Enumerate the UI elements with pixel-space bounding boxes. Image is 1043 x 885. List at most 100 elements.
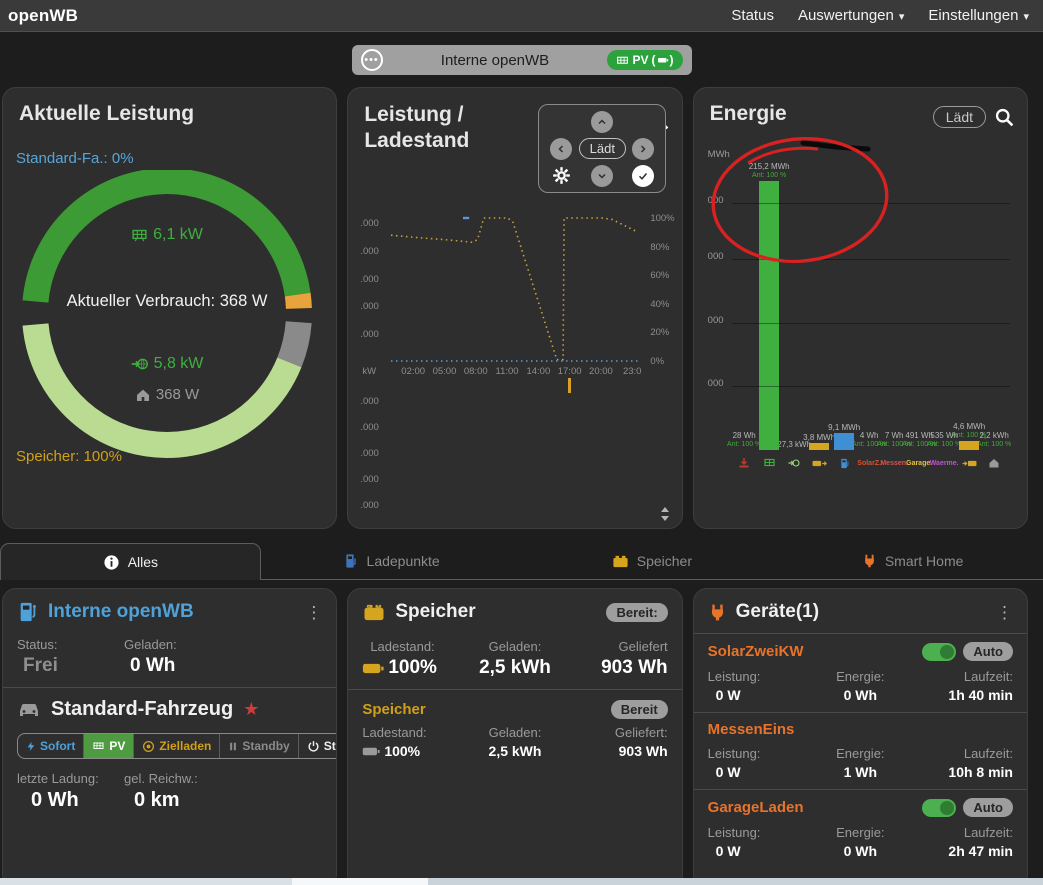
battery-icon	[657, 58, 668, 63]
bar-share-label: Ant: 100 %	[902, 440, 937, 448]
vehicle-name: Standard-Fahrzeug	[51, 698, 234, 720]
energie-value: 1 Wh	[843, 764, 878, 780]
range-value: 0 km	[134, 789, 180, 811]
legend-garageladen[interactable]: Garage.	[906, 459, 933, 467]
tab-ladepunkte[interactable]: Ladepunkte	[261, 543, 522, 579]
laufzeit-value: 2h 47 min	[948, 843, 1013, 859]
chargepoint-icon[interactable]	[832, 456, 857, 470]
geliefert-label: Geliefert:	[614, 725, 668, 740]
vehicle-soc-label: Standard-Fa.: 0%	[16, 150, 134, 167]
device-toggle[interactable]	[922, 798, 957, 817]
nav-einstellungen[interactable]: Einstellungen ▾	[928, 7, 1029, 24]
solar-icon[interactable]	[757, 456, 782, 470]
card-title: Aktuelle Leistung	[19, 102, 195, 125]
auto-badge: Auto	[963, 798, 1013, 817]
ladestand-value: 100%	[362, 743, 464, 759]
pv-mode-badge: PV	[607, 50, 683, 70]
brand-logo[interactable]: openWB	[8, 5, 79, 25]
battery-charge-icon[interactable]	[957, 456, 982, 470]
tab-speicher[interactable]: Speicher	[522, 543, 783, 579]
energie-bar-slot: 491 Wh Ant: 100 %	[902, 431, 936, 450]
device-name[interactable]: GarageLaden	[707, 799, 804, 816]
bar-share-label: Ant: 100 %	[877, 440, 912, 448]
energie-laedt-button[interactable]: Lädt	[932, 106, 986, 128]
mode-pv-button[interactable]: PV	[83, 734, 134, 758]
energie-ytick: 000	[707, 378, 724, 389]
grid-export-icon[interactable]	[782, 456, 807, 470]
gauge-gray-arc	[277, 320, 312, 368]
leistung-label: Leistung:	[707, 825, 761, 840]
grid-import-icon[interactable]	[732, 456, 757, 470]
scrollbar-thumb[interactable]	[292, 878, 428, 885]
chevron-up-icon[interactable]	[591, 110, 614, 133]
power-icon	[308, 740, 319, 752]
ladestand-label: Ladestand:	[362, 725, 427, 740]
pad-laedt-button[interactable]: Lädt	[578, 138, 626, 159]
mode-zielladen-button[interactable]: Zielladen	[133, 734, 219, 758]
energie-ytick: 000	[707, 315, 724, 326]
info-icon	[104, 554, 119, 570]
device-name[interactable]: MessenEins	[707, 721, 795, 738]
search-icon[interactable]	[994, 107, 1015, 128]
series-ladestand-	[391, 217, 639, 361]
chevron-right-icon[interactable]	[632, 137, 655, 160]
card-geraete: Geräte(1) ⋮ SolarZweiKW Auto Leistung: 0 …	[692, 588, 1028, 885]
mode-stop-button[interactable]: Stop	[297, 734, 336, 758]
chargepoint-selector-label: Interne openWB	[440, 51, 550, 69]
geliefert-value: 903 Wh	[601, 657, 668, 678]
star-icon[interactable]: ★	[243, 699, 260, 719]
device-name[interactable]: SolarZweiKW	[707, 643, 804, 660]
legend-solarzweikw[interactable]: SolarZ.	[857, 459, 882, 467]
geliefert-value: 903 Wh	[618, 743, 668, 759]
gridline	[731, 259, 1010, 260]
kebab-menu-icon[interactable]: ⋮	[305, 602, 323, 622]
chargepoint-selector[interactable]: ••• Interne openWB PV	[351, 45, 692, 75]
laufzeit-label: Laufzeit:	[963, 825, 1013, 840]
geraete-title: Geräte(1)	[735, 601, 820, 622]
chevron-down-icon: ▾	[1023, 11, 1029, 23]
chevron-down-icon[interactable]	[591, 164, 614, 187]
ellipsis-icon[interactable]: •••	[360, 49, 383, 71]
battery-soc-label: Speicher: 100%	[16, 448, 122, 465]
battery-discharge-icon[interactable]	[807, 456, 832, 470]
chevron-left-icon[interactable]	[550, 137, 573, 160]
check-icon[interactable]	[632, 164, 655, 187]
bar-share-label: Ant: 100 %	[952, 431, 987, 439]
device-toggle[interactable]	[922, 642, 957, 661]
gear-icon[interactable]	[552, 166, 571, 185]
bar-share-label: Ant: 100 %	[977, 440, 1012, 448]
mode-standby-button[interactable]: Standby	[219, 734, 297, 758]
house-icon[interactable]	[982, 456, 1007, 470]
bar-share-label: Ant: 100 %	[927, 440, 962, 448]
card-speicher: - + Speicher Bereit: Ladestand: 100% Gela…	[347, 588, 683, 885]
energie-icons: SolarZ. Messen. Garage. Waerme.	[732, 456, 1007, 470]
legend-waerme[interactable]: Waerme.	[929, 459, 959, 467]
kebab-menu-icon[interactable]: ⋮	[996, 602, 1013, 622]
plug-icon	[711, 604, 723, 620]
bar-value-label: 3,8 MWh	[803, 433, 836, 443]
charged-value: 0 Wh	[130, 655, 176, 676]
bar-value-label: 215,2 MWh	[748, 162, 790, 172]
gauge-orange-arc	[284, 292, 312, 310]
energie-bar-speicher-ladung	[959, 441, 980, 450]
chart-nav-pad: Lädt	[538, 104, 667, 193]
bar-value-label: 491 Wh	[905, 431, 933, 441]
legend-messeneins[interactable]: Messen.	[880, 459, 908, 467]
chargepoint-icon	[345, 554, 356, 568]
pv-power-line: 6,1 kW	[17, 226, 317, 244]
tab-smart-home[interactable]: Smart Home	[782, 543, 1043, 579]
tab-alles[interactable]: Alles	[0, 543, 261, 580]
nav-status[interactable]: Status	[731, 7, 774, 24]
bar-value-label: 28 Wh	[732, 431, 756, 441]
laufzeit-label: Laufzeit:	[963, 746, 1013, 761]
mode-sofort-button[interactable]: Sofort	[18, 734, 83, 758]
nav-auswertungen[interactable]: Auswertungen ▾	[797, 7, 905, 24]
horizontal-scrollbar[interactable]	[0, 878, 1043, 885]
charge-mode-group: Sofort PV Zielladen Standby Stop	[17, 733, 337, 759]
energie-ytick: MWh	[707, 149, 730, 160]
speicher-sub-name[interactable]: Speicher	[362, 701, 426, 718]
resize-handle-icon[interactable]	[658, 506, 672, 522]
laufzeit-label: Laufzeit:	[963, 669, 1013, 684]
status-label: Status:	[17, 637, 58, 652]
chargepoint-icon	[20, 602, 36, 622]
